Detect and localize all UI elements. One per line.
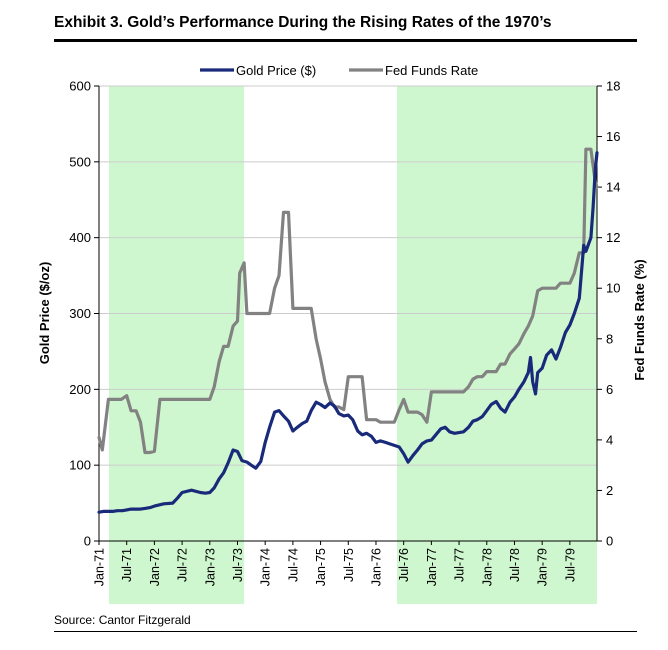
shaded-period-0 [109, 86, 245, 604]
axes: 0 100 200 300 400 500 600 0 2 4 6 8 10 12 14 16 18 Jan-71… [69, 79, 620, 587]
y-left-tick-label: 600 [69, 79, 91, 94]
x-tick-label: Jul-76 [397, 548, 411, 582]
y-right-tick-label: 8 [606, 331, 613, 346]
y-right-tick-label: 16 [606, 129, 620, 144]
shaded-period-1 [397, 86, 597, 604]
y-right-tick-label: 14 [606, 180, 620, 195]
x-tick-label: Jan-77 [425, 548, 439, 586]
y-axis-left-label: Gold Price ($/oz) [37, 262, 52, 365]
y-left-tick-label: 300 [69, 306, 91, 321]
x-tick-label: Jan-73 [203, 548, 217, 586]
x-tick-label: Jan-74 [259, 548, 273, 586]
x-tick-label: Jan-79 [536, 548, 550, 586]
legend-label-gold-price: Gold Price ($) [236, 63, 316, 78]
exhibit-title: Exhibit 3. Gold’s Performance During the… [54, 14, 552, 31]
y-left-tick-label: 500 [69, 154, 91, 169]
y-right-tick-label: 6 [606, 382, 613, 397]
y-right-tick-label: 2 [606, 483, 613, 498]
series-line-gold-price [97, 151, 599, 514]
x-tick-label: Jan-75 [314, 548, 328, 586]
y-left-tick-label: 400 [69, 230, 91, 245]
x-tick-label: Jan-78 [480, 548, 494, 586]
y-right-tick-label: 12 [606, 230, 620, 245]
x-tick-label: Jul-72 [176, 548, 190, 582]
series [97, 147, 599, 514]
y-right-tick-label: 0 [606, 534, 613, 549]
x-tick-label: Jan-72 [148, 548, 162, 586]
legend: Gold Price ($) Fed Funds Rate [200, 63, 478, 78]
y-left-tick-label: 100 [69, 458, 91, 473]
x-tick-label: Jul-73 [231, 548, 245, 582]
x-tick-label: Jul-71 [120, 548, 134, 582]
y-left-tick-label: 200 [69, 382, 91, 397]
x-tick-label: Jul-78 [508, 548, 522, 582]
y-axis-right-label: Fed Funds Rate (%) [632, 259, 647, 380]
x-tick-label: Jul-77 [453, 548, 467, 582]
y-right-tick-label: 10 [606, 281, 620, 296]
x-tick-label: Jul-79 [563, 548, 577, 582]
title-rule [54, 39, 637, 42]
x-tick-label: Jul-75 [342, 548, 356, 582]
source-rule [54, 631, 637, 632]
x-tick-label: Jan-71 [93, 548, 107, 586]
y-left-tick-label: 0 [84, 534, 91, 549]
legend-label-fed-funds-rate: Fed Funds Rate [385, 63, 478, 78]
series-line-fed-funds-rate [97, 147, 599, 455]
x-tick-label: Jan-76 [369, 548, 383, 586]
shaded-periods [109, 86, 597, 604]
source-note: Source: Cantor Fitzgerald [54, 613, 191, 627]
x-tick-label: Jul-74 [286, 548, 300, 582]
y-right-tick-label: 4 [606, 432, 613, 447]
y-right-tick-label: 18 [606, 79, 620, 94]
